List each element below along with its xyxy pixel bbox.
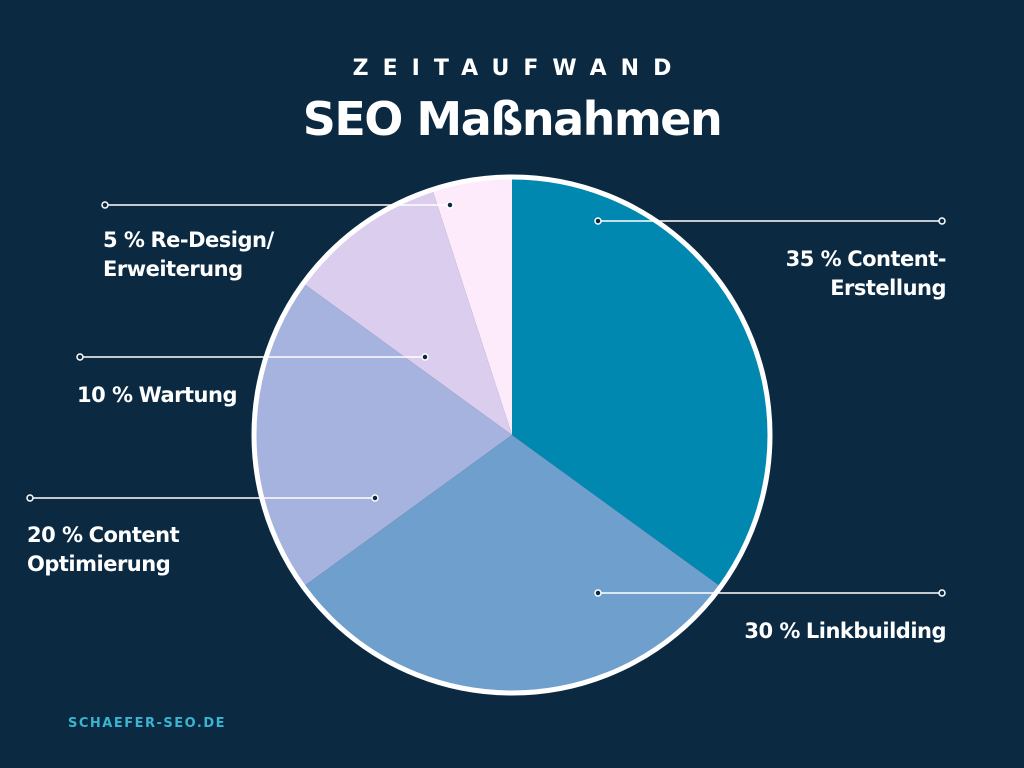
leader-dot xyxy=(938,217,946,225)
value-label: 5 % xyxy=(103,228,145,252)
pie-slice xyxy=(432,177,512,435)
leader-dot xyxy=(938,589,946,597)
slice-label: 10 % Wartung xyxy=(77,381,238,410)
leader-dot xyxy=(446,201,454,209)
category-label: Wartung xyxy=(138,383,238,407)
source: SCHAEFER-SEO.DE xyxy=(68,716,227,731)
pie-slice xyxy=(303,189,512,435)
category-label: Re-Design/ Erweiterung xyxy=(103,228,274,281)
leader-dot xyxy=(594,589,602,597)
slice-label: 20 % Content Optimierung xyxy=(27,521,180,579)
value-label: 20 % xyxy=(27,523,83,547)
chart-title: SEO Maßnahmen xyxy=(302,92,723,146)
leader-dot xyxy=(421,353,429,361)
leader-dot xyxy=(594,217,602,225)
slice-label: 30 % Linkbuilding xyxy=(744,617,946,646)
value-label: 30 % xyxy=(744,619,800,643)
value-label: 10 % xyxy=(77,383,133,407)
value-label: 35 % xyxy=(785,247,842,271)
category-label: Content Optimierung xyxy=(27,523,180,576)
leader-dot xyxy=(76,353,84,361)
slice-label: 35 % Content- Erstellung xyxy=(785,245,947,303)
pie-slice xyxy=(512,177,771,587)
pie-slice xyxy=(303,435,721,693)
pie-slice xyxy=(254,283,512,587)
chart-subtitle: ZEITAUFWAND xyxy=(352,56,686,81)
category-label: Linkbuilding xyxy=(805,619,947,643)
category-label: Content- Erstellung xyxy=(830,247,946,300)
pie-outline xyxy=(251,174,773,696)
leader-dot xyxy=(26,494,34,502)
leader-dot xyxy=(371,494,379,502)
leader-dot xyxy=(101,201,109,209)
slice-label: 5 % Re-Design/ Erweiterung xyxy=(103,226,274,284)
